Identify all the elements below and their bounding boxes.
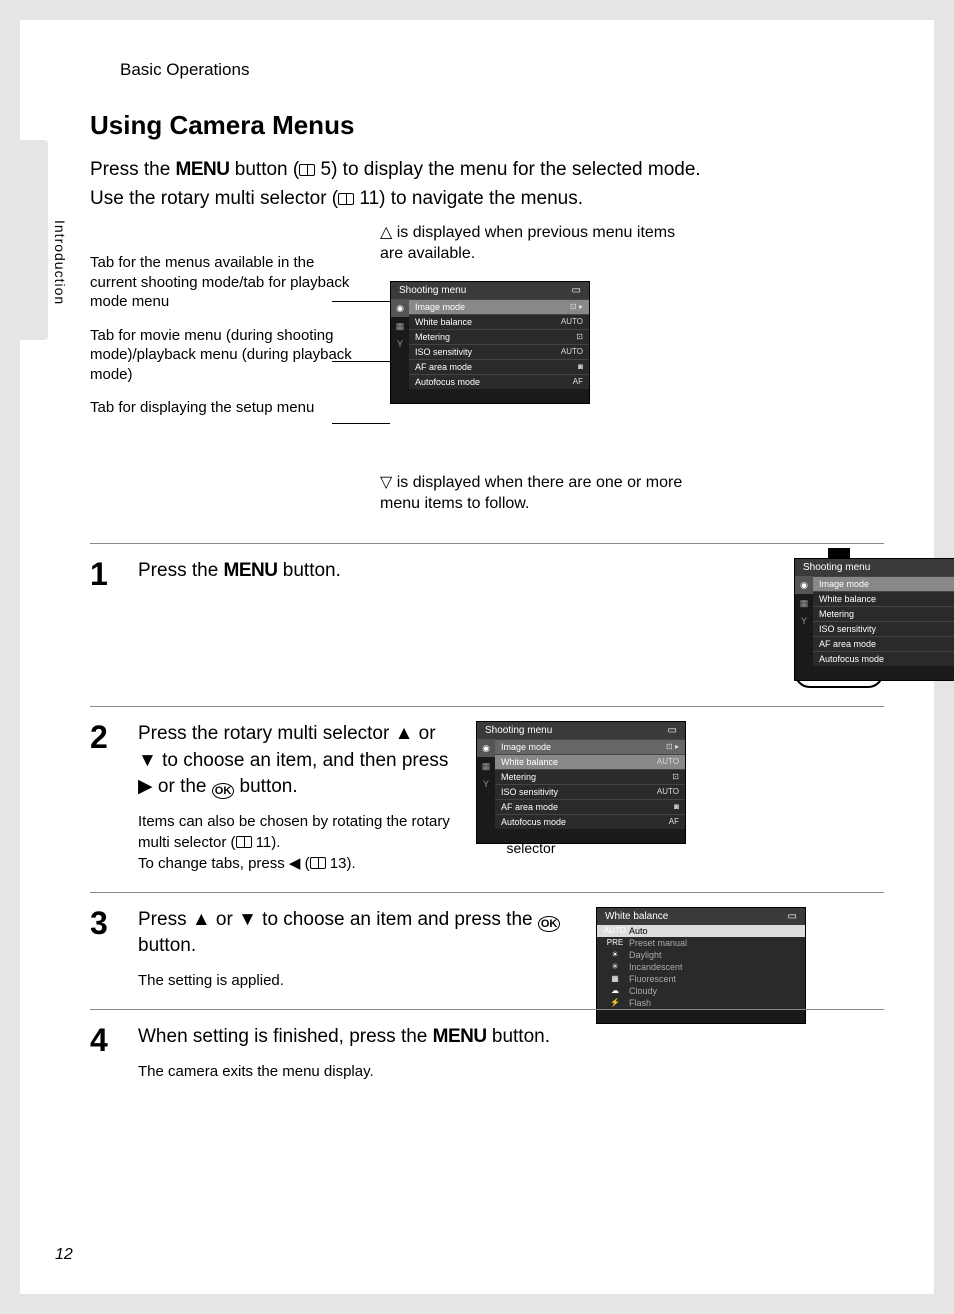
step-subtext: The setting is applied.: [138, 970, 578, 991]
camera-menu-screen: Shooting menu▭ ◉▦Y Image mode⊡ ▸White ba…: [794, 558, 954, 681]
menu-items: Image mode⊡ ▸White balanceAUTOMetering⊡I…: [409, 299, 589, 389]
step-graphics: OK ▶ ↺ ⚡ MENU 🗑 Rotary multi selector: [476, 721, 586, 874]
step-2: 2 Press the rotary multi selector ▲ or ▼…: [90, 706, 884, 892]
tab-setup-icon: Y: [391, 335, 409, 353]
book-icon: [236, 836, 252, 848]
step-subtext: The camera exits the menu display.: [138, 1061, 884, 1082]
book-icon: [299, 164, 315, 176]
menu-item: Autofocus modeAF: [495, 814, 685, 829]
menu-title-bar: Shooting menu ▭: [391, 282, 589, 299]
wb-option: ⚡Flash: [597, 997, 805, 1009]
step1-text-a: Press the: [138, 560, 224, 581]
wb-option: AUTOAuto: [597, 925, 805, 937]
menu-tabs: ◉ ▦ Y: [391, 299, 409, 389]
book-icon: [310, 857, 326, 869]
menu-item: ISO sensitivityAUTO: [813, 621, 954, 636]
menu-word: MENU: [224, 560, 278, 581]
step3-text-b: button.: [138, 935, 196, 956]
side-tab-bg: [20, 140, 48, 340]
menu-title: Shooting menu: [399, 285, 466, 296]
book-icon: [338, 193, 354, 205]
menu-item: Metering⊡: [409, 329, 589, 344]
intro2a: Use the rotary multi selector (: [90, 188, 338, 209]
diagram-area: △ is displayed when previous menu items …: [90, 233, 884, 533]
menu-item: Metering⊡: [495, 769, 685, 784]
wb-option: ▦Fluorescent: [597, 973, 805, 985]
callout-shooting-tab: Tab for the menus available in the curre…: [90, 253, 360, 312]
page-number: 12: [55, 1246, 73, 1264]
callout-list: Tab for the menus available in the curre…: [90, 253, 360, 432]
step-1: 1 Press the MENU button. MENU Shooting m…: [90, 543, 884, 706]
step-subtext: Items can also be chosen by rotating the…: [138, 811, 458, 874]
page-title: Using Camera Menus: [90, 110, 884, 141]
step-number: 4: [90, 1024, 120, 1082]
step1-text-b: button.: [278, 560, 341, 581]
manual-page: Introduction Basic Operations Using Came…: [20, 20, 934, 1294]
wb-option: ☀Daylight: [597, 949, 805, 961]
menu-item: White balanceAUTO: [409, 314, 589, 329]
callout-setup-tab: Tab for displaying the setup menu: [90, 398, 360, 418]
tab-movie-icon: ▦: [391, 317, 409, 335]
menu-item: Autofocus modeAF: [409, 374, 589, 389]
step4-text-b: button.: [487, 1026, 550, 1047]
menu-item: Image mode⊡ ▸: [495, 739, 685, 754]
steps-list: 1 Press the MENU button. MENU Shooting m…: [90, 543, 884, 1100]
callout-line: [332, 301, 390, 302]
ok-icon: OK: [538, 916, 561, 932]
menu-item: AF area mode◙: [409, 359, 589, 374]
step-graphics: MENU Shooting menu▭ ◉▦Y Image mode⊡ ▸Whi…: [794, 558, 884, 688]
menu-item: Image mode⊡ ▸: [813, 576, 954, 591]
intro-text: Press the MENU button ( 5) to display th…: [90, 156, 884, 213]
breadcrumb: Basic Operations: [120, 60, 884, 80]
below-note: ▽ is displayed when there are one or mor…: [380, 473, 700, 515]
menu-item: White balanceAUTO: [813, 591, 954, 606]
menu-item: Autofocus modeAF: [813, 651, 954, 666]
wb-option: PREPreset manual: [597, 937, 805, 949]
step-3: 3 Press ▲ or ▼ to choose an item and pre…: [90, 892, 884, 1009]
step-number: 2: [90, 721, 120, 874]
menu-item: ISO sensitivityAUTO: [409, 344, 589, 359]
white-balance-screen: White balance▭ AUTOAutoPREPreset manual☀…: [596, 907, 806, 1024]
callout-line: [332, 361, 390, 362]
callout-line: [332, 423, 390, 424]
menu-word: MENU: [433, 1026, 487, 1047]
side-tab-label: Introduction: [52, 220, 68, 305]
menu-item: Metering⊡: [813, 606, 954, 621]
menu-item: ISO sensitivityAUTO: [495, 784, 685, 799]
step-body: Press the rotary multi selector ▲ or ▼ t…: [138, 721, 458, 874]
step-body: When setting is finished, press the MENU…: [138, 1024, 884, 1082]
camera-menu-screen: Shooting menu ▭ ◉ ▦ Y Image mode⊡ ▸White…: [390, 281, 590, 404]
menu-item: Image mode⊡ ▸: [409, 299, 589, 314]
step2-text-b: button.: [234, 776, 297, 797]
step-body: Press the MENU button.: [138, 558, 776, 688]
intro1b: button (: [230, 159, 300, 180]
intro2b: 11) to navigate the menus.: [354, 188, 583, 209]
menu-footer: [391, 389, 589, 403]
callout-movie-tab: Tab for movie menu (during shooting mode…: [90, 326, 360, 385]
step-4: 4 When setting is finished, press the ME…: [90, 1009, 884, 1100]
battery-icon: ▭: [572, 285, 581, 296]
step-number: 1: [90, 558, 120, 688]
intro1c: 5) to display the menu for the selected …: [315, 159, 701, 180]
above-note: △ is displayed when previous menu items …: [380, 223, 680, 265]
wb-option: ☁Cloudy: [597, 985, 805, 997]
menu-item: AF area mode◙: [495, 799, 685, 814]
wb-option: ✳Incandescent: [597, 961, 805, 973]
menu-word: MENU: [176, 159, 230, 180]
menu-item: AF area mode◙: [813, 636, 954, 651]
tab-camera-icon: ◉: [391, 299, 409, 317]
step-body: Press ▲ or ▼ to choose an item and press…: [138, 907, 578, 991]
step4-text-a: When setting is finished, press the: [138, 1026, 433, 1047]
intro1a: Press the: [90, 159, 176, 180]
camera-menu-screen: Shooting menu▭ ◉▦Y Image mode⊡ ▸White ba…: [476, 721, 686, 844]
ok-icon: OK: [212, 783, 235, 799]
step-number: 3: [90, 907, 120, 991]
step3-text-a: Press ▲ or ▼ to choose an item and press…: [138, 909, 538, 930]
menu-item: White balanceAUTO: [495, 754, 685, 769]
